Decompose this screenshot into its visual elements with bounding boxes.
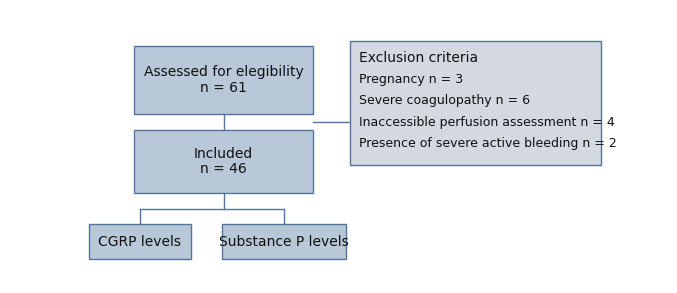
FancyBboxPatch shape — [89, 224, 191, 259]
Text: n = 61: n = 61 — [200, 81, 247, 95]
FancyBboxPatch shape — [349, 41, 601, 165]
Text: Exclusion criteria: Exclusion criteria — [359, 51, 478, 65]
Text: Inaccessible perfusion assessment n = 4: Inaccessible perfusion assessment n = 4 — [359, 115, 615, 129]
Text: n = 46: n = 46 — [200, 162, 247, 176]
FancyBboxPatch shape — [222, 224, 346, 259]
FancyBboxPatch shape — [135, 47, 313, 114]
Text: Substance P levels: Substance P levels — [219, 235, 349, 248]
Text: Included: Included — [194, 146, 253, 161]
Text: Pregnancy n = 3: Pregnancy n = 3 — [359, 73, 463, 86]
Text: Severe coagulopathy n = 6: Severe coagulopathy n = 6 — [359, 94, 530, 107]
FancyBboxPatch shape — [135, 130, 313, 193]
Text: CGRP levels: CGRP levels — [98, 235, 181, 248]
Text: Assessed for elegibility: Assessed for elegibility — [144, 65, 303, 79]
Text: Presence of severe active bleeding n = 2: Presence of severe active bleeding n = 2 — [359, 137, 617, 150]
